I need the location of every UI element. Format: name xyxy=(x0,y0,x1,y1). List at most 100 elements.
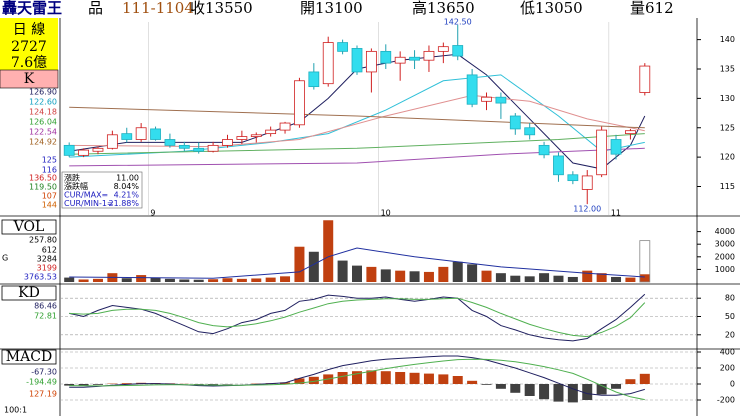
y-tick-label: 200 xyxy=(720,364,735,373)
close: 收13550 xyxy=(190,0,253,17)
side-value: 612 xyxy=(42,246,57,255)
candle-body xyxy=(265,129,277,135)
candle-body xyxy=(63,144,75,156)
side-value: -67.30 xyxy=(31,368,57,377)
y-tick-label: 3000 xyxy=(715,240,735,249)
volume-bar xyxy=(395,270,406,282)
volume-bar xyxy=(539,273,550,282)
side-value: 127.19 xyxy=(29,390,57,399)
y-tick-label: 130 xyxy=(720,94,735,103)
panel-title: VOL xyxy=(13,219,45,235)
annotation: 112.00 xyxy=(573,205,601,214)
volume-bar xyxy=(582,270,593,282)
macd-bar xyxy=(539,384,550,400)
volume-bar xyxy=(280,276,291,282)
k-label: K xyxy=(24,71,35,87)
volume-bar xyxy=(510,275,521,282)
volume-bar xyxy=(639,274,650,282)
volume-bar xyxy=(251,278,262,282)
candle-body xyxy=(236,136,248,140)
panel-title: KD xyxy=(18,285,40,301)
candle-body xyxy=(394,56,406,64)
legend-value: 21.88% xyxy=(108,199,139,208)
candle-body xyxy=(78,149,89,156)
candle-body xyxy=(625,130,636,135)
volume-bar xyxy=(596,273,607,282)
x-tick-label: 10 xyxy=(381,209,391,218)
volume-bar xyxy=(136,275,147,282)
candle-body xyxy=(193,147,205,152)
volume-bar xyxy=(352,265,362,282)
candle-body xyxy=(481,96,492,102)
candle-body xyxy=(222,139,233,146)
macd-bar xyxy=(409,372,420,384)
volume-bar xyxy=(380,269,391,282)
volume-bar xyxy=(423,271,434,282)
annotation: 142.50 xyxy=(444,17,472,26)
volume-bar xyxy=(193,279,204,282)
volume-bar xyxy=(481,270,492,282)
stock-name: 轟天雷王 xyxy=(2,0,62,17)
volume-bar xyxy=(553,275,564,282)
candle-body xyxy=(639,65,651,93)
y-tick-label: -200 xyxy=(717,396,735,405)
code: 2727 xyxy=(11,39,47,55)
volume-bar xyxy=(164,278,175,282)
candle-body xyxy=(466,74,478,105)
open: 開13100 xyxy=(300,0,363,17)
high: 高13650 xyxy=(412,0,475,17)
volume-bar xyxy=(495,273,506,282)
volume-bar xyxy=(92,278,103,282)
candle-body xyxy=(596,129,608,176)
y-tick-label: 115 xyxy=(720,182,735,191)
macd-bar xyxy=(481,384,492,385)
projected-volume xyxy=(639,240,651,283)
volume-bar xyxy=(337,260,348,282)
side-value: 126.04 xyxy=(29,118,57,127)
side-value: 72.81 xyxy=(34,312,57,321)
candle-body xyxy=(365,50,377,73)
candle-body xyxy=(409,56,420,61)
macd-bar xyxy=(567,384,578,403)
product: 品 xyxy=(88,0,103,17)
side-value: 3284 xyxy=(37,255,57,264)
candle-body xyxy=(553,155,564,176)
macd-bar xyxy=(596,384,607,395)
side-value: 107 xyxy=(42,192,57,201)
macd-bar xyxy=(582,384,593,400)
candle-body xyxy=(322,42,334,85)
y-tick-label: 1000 xyxy=(715,265,735,274)
y-tick-label: 125 xyxy=(720,123,735,132)
volume-bar xyxy=(409,271,420,282)
legend-value: 8.04% xyxy=(114,182,140,191)
kd-box xyxy=(1,285,57,301)
macd-bar xyxy=(395,372,406,384)
line xyxy=(69,358,645,401)
y-tick-label: 140 xyxy=(720,35,735,44)
volume: 量612 xyxy=(630,0,674,17)
legend-label: CUR/MIN-1= xyxy=(64,199,114,208)
volume-bar xyxy=(121,278,132,282)
x-tick-label: 9 xyxy=(150,209,155,218)
volume-bar xyxy=(179,279,190,282)
macd-bar xyxy=(64,384,75,386)
y-tick-label: 400 xyxy=(720,348,735,357)
y-tick-label: 80 xyxy=(725,294,735,303)
side-value: 122.54 xyxy=(29,128,57,137)
volume-bar xyxy=(567,276,578,282)
line xyxy=(69,355,645,396)
macd-bar xyxy=(467,380,478,384)
macd-bar xyxy=(495,384,506,389)
candle-body xyxy=(250,134,262,137)
volume-bar xyxy=(467,264,478,282)
y-tick-label: 20 xyxy=(725,330,735,339)
macd-bar xyxy=(438,374,449,384)
volume-bar xyxy=(438,266,449,282)
candle-body xyxy=(610,139,622,155)
low: 低13050 xyxy=(520,0,583,17)
info-box xyxy=(0,18,58,70)
macd-bar xyxy=(452,376,463,384)
candle-body xyxy=(524,127,536,136)
